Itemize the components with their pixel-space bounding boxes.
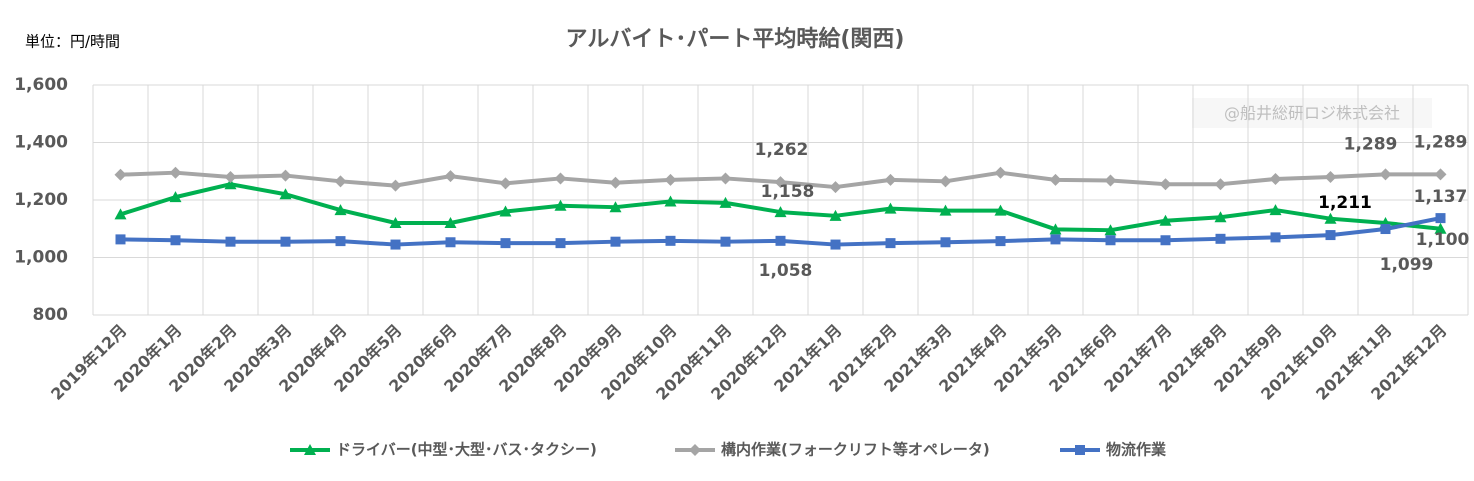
point [225,236,236,247]
point [554,172,567,185]
point [389,179,402,192]
legend-label: ドライバー(中型･大型･バス･タクシー) [336,441,597,459]
point [774,176,787,189]
legend-label: 物流作業 [1106,441,1167,459]
point [1325,230,1336,241]
point [1214,178,1227,191]
point [774,206,787,218]
data-label: 1,262 [755,140,809,160]
point [1104,174,1117,187]
point [939,204,952,216]
data-label: 1,137 [1414,187,1468,207]
point [1269,173,1282,186]
point [334,175,347,188]
y-tick-label: 1,600 [14,75,68,95]
point [445,237,456,248]
point [994,166,1007,179]
point [1214,211,1227,223]
point [170,235,181,246]
point [1159,214,1172,226]
point [829,181,842,194]
point [1050,234,1061,245]
unit-label: 単位：円/時間 [25,33,120,51]
point [499,205,512,217]
point [1379,168,1392,181]
point [995,236,1006,247]
point [224,171,237,183]
annotation: 1,211 [1318,193,1372,213]
credit-box [1192,98,1432,128]
point [169,166,182,179]
point [719,172,732,185]
point [444,170,457,183]
point [885,238,896,249]
data-label: 1,158 [761,182,815,202]
point [169,191,182,203]
point [1104,224,1117,236]
point [609,201,622,213]
point [1049,223,1062,235]
point [1159,178,1172,191]
point [279,169,292,182]
data-label: 1,058 [759,261,813,281]
point [830,239,841,250]
data-label: 1,100 [1416,230,1470,250]
point [115,234,126,245]
point [389,217,402,228]
point [444,217,457,228]
point [1434,168,1447,181]
point [829,209,842,221]
y-tick-label: 1,200 [14,190,68,210]
point [664,195,677,207]
point [554,199,567,211]
point [1049,173,1062,186]
point [940,237,951,248]
data-label: 1,289 [1414,132,1468,152]
point [390,239,401,250]
point [1324,212,1337,224]
point [1434,222,1447,234]
point [1215,233,1226,244]
point [114,168,127,181]
point [884,173,897,186]
point [335,236,346,247]
point [609,176,622,189]
credit: @船井総研ロジ株式会社 [1224,104,1400,123]
legend-marker [689,444,701,456]
point [1324,171,1337,183]
chart-title: アルバイト･パート平均時給(関西) [566,26,905,52]
point [1270,232,1281,243]
data-label: 1,099 [1380,255,1434,275]
point [500,238,511,249]
legend-marker [1075,445,1085,455]
point [610,236,621,247]
point [884,202,897,214]
point [1435,213,1446,224]
data-label: 1,289 [1344,134,1398,154]
y-tick-label: 800 [33,305,69,325]
point [279,188,292,200]
point [1105,235,1116,246]
point [499,177,512,190]
point [664,173,677,186]
point [1380,224,1391,235]
point [994,204,1007,216]
point [114,208,127,220]
point [1269,204,1282,216]
point [939,175,952,188]
point [555,238,566,249]
legend-label: 構内作業(フォークリフト等オペレータ) [721,441,990,459]
point [719,196,732,208]
legend-marker [304,444,316,455]
point [775,235,786,246]
point [665,235,676,246]
y-tick-label: 1,000 [14,248,68,268]
point [1160,235,1171,246]
y-tick-label: 1,400 [14,133,68,153]
point [280,236,291,247]
point [720,236,731,247]
point [334,204,347,216]
point [224,178,237,190]
